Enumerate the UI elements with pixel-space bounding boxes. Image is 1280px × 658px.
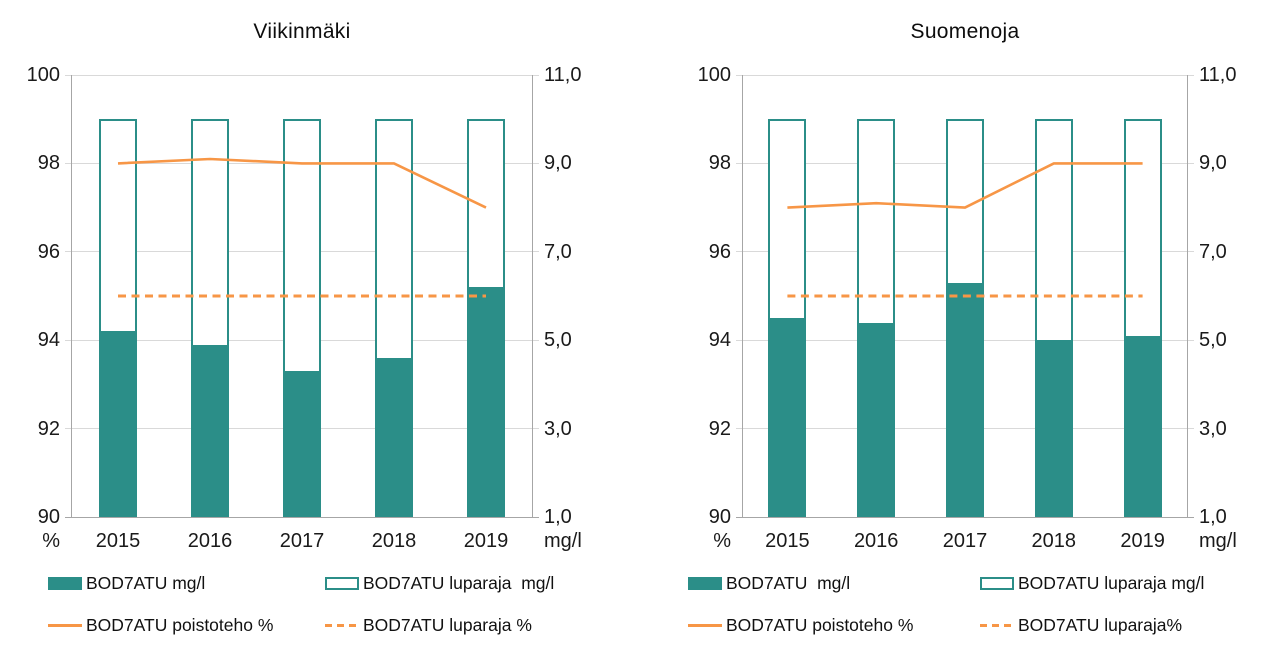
legend-label: BOD7ATU poistoteho % [86, 614, 274, 635]
right-axis-unit: mg/l [544, 530, 582, 552]
category-label: 2017 [279, 530, 325, 552]
left-axis-unit: % [42, 530, 60, 552]
value-bar [99, 331, 137, 517]
x-axis-line [736, 516, 1194, 518]
right-axis-line [532, 75, 533, 517]
right-axis-tick-label: 5,0 [544, 329, 572, 352]
left-axis-tick-label: 92 [708, 417, 731, 440]
legend: BOD7ATU mg/l BOD7ATU luparaja mg/l BOD7ATU… [48, 572, 555, 635]
value-bar [467, 287, 505, 517]
legend-label: BOD7ATU luparaja % [363, 614, 532, 635]
legend-swatch-bar-outline [980, 576, 1014, 590]
value-bar [191, 344, 229, 517]
left-axis-line [742, 75, 743, 517]
legend-swatch-bar-filled [688, 576, 722, 590]
legend-swatch-line-solid [48, 623, 82, 627]
right-axis-tick-label: 1,0 [544, 506, 572, 528]
legend-swatch-line-dashed [980, 623, 1014, 627]
category-label: 2015 [95, 530, 141, 552]
legend-swatch-bar-filled [48, 576, 82, 590]
value-bar [375, 357, 413, 517]
legend-item: BOD7ATU luparaja % [325, 614, 554, 635]
value-bar [946, 282, 984, 517]
legend-swatch-bar-outline [325, 576, 359, 590]
category-label: 2019 [1120, 530, 1165, 552]
chart-title: Viikinmäki [253, 20, 351, 43]
right-axis-tick-label: 9,0 [544, 152, 572, 175]
right-axis-tick-label: 11,0 [1199, 64, 1237, 86]
left-axis-tick-label: 98 [37, 152, 60, 175]
value-bar [1034, 340, 1073, 517]
left-axis-tick-label: 90 [708, 506, 731, 528]
legend-label: BOD7ATU luparaja mg/l [1018, 572, 1205, 593]
legend-label: BOD7ATU mg/l [726, 572, 851, 593]
left-axis-tick-label: 94 [708, 329, 731, 352]
legend-swatch-line-dashed [325, 623, 359, 627]
plot-area [736, 74, 1194, 518]
category-label: 2016 [187, 530, 233, 552]
value-bar [1123, 335, 1162, 517]
left-axis-tick-label: 98 [708, 152, 731, 175]
legend-item: BOD7ATU mg/l [48, 572, 325, 593]
category-label: 2018 [371, 530, 417, 552]
legend-label: BOD7ATU luparaja% [1018, 614, 1183, 635]
value-bar [768, 318, 807, 517]
plot-area [65, 74, 539, 518]
left-axis-tick-label: 94 [37, 329, 60, 352]
right-axis-tick-label: 3,0 [1199, 417, 1227, 440]
category-label: 2015 [765, 530, 810, 552]
legend-item: BOD7ATU luparaja% [980, 614, 1204, 635]
right-axis-tick-label: 11,0 [544, 64, 582, 86]
left-axis-tick-label: 90 [37, 506, 60, 528]
right-axis-tick-label: 5,0 [1199, 329, 1227, 352]
legend-item: BOD7ATU luparaja mg/l [980, 572, 1205, 593]
legend-item: BOD7ATU poistoteho % [48, 614, 325, 635]
x-axis-line [65, 516, 539, 518]
left-axis-tick-label: 96 [37, 240, 60, 263]
right-axis-tick-label: 7,0 [1199, 240, 1227, 263]
left-axis-tick-label: 100 [26, 64, 60, 86]
value-bar [283, 371, 321, 517]
right-axis-unit: mg/l [1199, 530, 1237, 552]
legend-label: BOD7ATU poistoteho % [726, 614, 914, 635]
right-axis-tick-label: 3,0 [544, 417, 572, 440]
right-axis-line [1187, 75, 1188, 517]
left-axis-unit: % [713, 530, 731, 552]
chart-suomenoja: Suomenoja BOD7ATU mg/l BOD7ATU luparaja m… [640, 0, 1280, 658]
value-bar [857, 322, 896, 517]
legend-label: BOD7ATU luparaja mg/l [363, 572, 555, 593]
legend-item: BOD7ATU mg/l [688, 572, 980, 593]
legend-item: BOD7ATU luparaja mg/l [325, 572, 555, 593]
left-axis-tick-label: 96 [708, 240, 731, 263]
right-axis-tick-label: 1,0 [1199, 506, 1227, 528]
category-label: 2017 [942, 530, 988, 552]
chart-viikinmaki: Viikinmäki BOD7ATU mg/l BOD7ATU luparaja … [26, 20, 582, 635]
legend: BOD7ATU mg/l BOD7ATU luparaja mg/l BOD7ATU… [688, 572, 1205, 635]
chart-title: Suomenoja [910, 20, 1020, 43]
gridline [736, 74, 1194, 76]
left-axis-tick-label: 100 [697, 64, 731, 86]
legend-swatch-line-solid [688, 623, 722, 627]
left-axis-tick-label: 92 [37, 417, 60, 440]
right-axis-tick-label: 7,0 [544, 240, 572, 263]
left-axis-line [71, 75, 72, 517]
category-label: 2016 [853, 530, 899, 552]
legend-label: BOD7ATU mg/l [86, 572, 206, 593]
right-axis-tick-label: 9,0 [1199, 152, 1227, 175]
gridline [65, 74, 539, 76]
category-label: 2018 [1031, 530, 1077, 552]
category-label: 2019 [463, 530, 509, 552]
legend-item: BOD7ATU poistoteho % [688, 614, 980, 635]
